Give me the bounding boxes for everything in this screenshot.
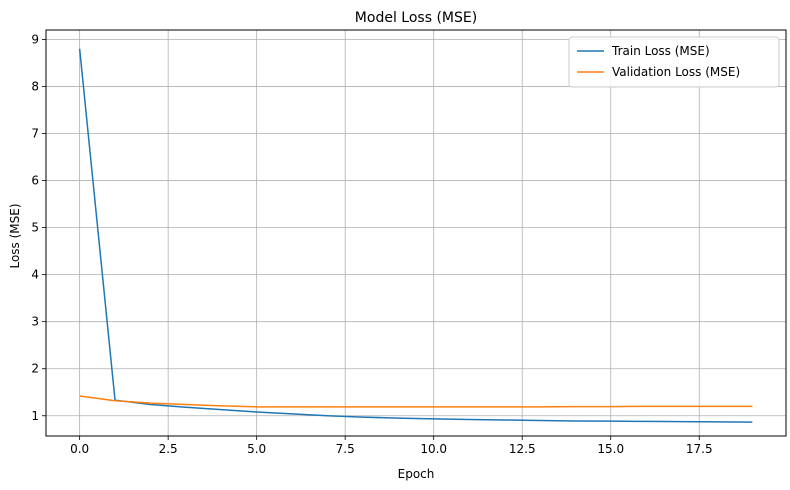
y-tick-label: 3 <box>31 315 39 329</box>
x-tick-label: 10.0 <box>420 442 447 456</box>
x-tick-label: 17.5 <box>686 442 713 456</box>
x-tick-label: 5.0 <box>247 442 266 456</box>
y-tick-label: 5 <box>31 221 39 235</box>
y-axis-label: Loss (MSE) <box>8 203 22 268</box>
series-line-1 <box>79 395 753 408</box>
x-axis-label: Epoch <box>398 467 435 481</box>
y-tick-label: 4 <box>31 268 39 282</box>
y-tick-label: 8 <box>31 79 39 93</box>
x-tick-label: 15.0 <box>597 442 624 456</box>
legend-label-1: Validation Loss (MSE) <box>612 65 740 79</box>
x-axis: 0.0 2.5 5.0 7.5 10.0 12.5 15.0 17.5 <box>70 436 713 456</box>
y-tick-label: 1 <box>31 409 39 423</box>
y-tick-label: 7 <box>31 126 39 140</box>
y-tick-label: 6 <box>31 174 39 188</box>
plot-frame <box>45 29 787 437</box>
chart-title: Model Loss (MSE) <box>355 10 477 26</box>
x-tick-label: 2.5 <box>159 442 178 456</box>
series-line-0 <box>78 48 753 423</box>
grid-lines <box>46 30 786 436</box>
y-axis: 1 2 3 4 5 6 7 8 9 <box>31 32 46 423</box>
legend: Train Loss (MSE) Validation Loss (MSE) <box>568 36 780 88</box>
y-tick-label: 9 <box>31 32 39 46</box>
y-tick-label: 2 <box>31 362 39 376</box>
legend-label-0: Train Loss (MSE) <box>611 44 710 58</box>
x-tick-label: 0.0 <box>70 442 89 456</box>
legend-box <box>568 36 780 88</box>
x-tick-label: 12.5 <box>509 442 536 456</box>
series-lines <box>78 48 753 423</box>
x-tick-label: 7.5 <box>336 442 355 456</box>
